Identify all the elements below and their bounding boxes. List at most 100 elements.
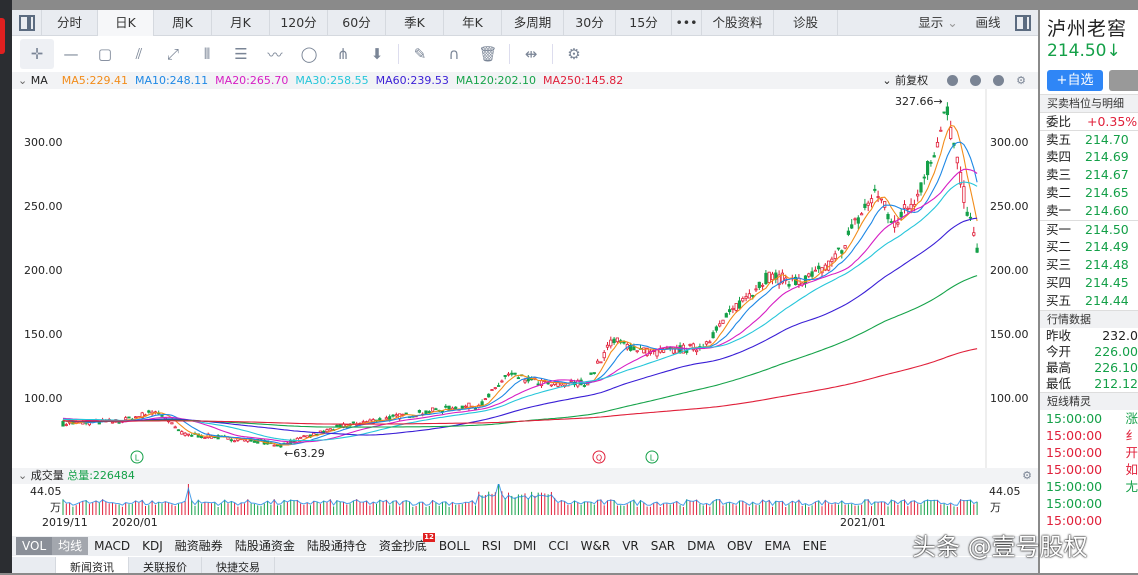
candle-body	[569, 380, 573, 383]
zoom-out-icon[interactable]	[947, 75, 959, 86]
candle-body	[734, 303, 738, 311]
sprite-row[interactable]: 15:00:00 如	[1046, 462, 1138, 477]
date-label: 2021/01	[840, 516, 886, 529]
sprite-row[interactable]: 15:00:00	[1046, 496, 1103, 511]
tab-period[interactable]: 120分	[270, 9, 328, 36]
candle-body	[298, 436, 303, 439]
indicator-tab[interactable]: 陆股通持仓	[306, 539, 367, 553]
candle-body	[645, 347, 649, 356]
settings-icon[interactable]: ⚙	[567, 45, 581, 63]
align-icon[interactable]: ⇹	[524, 45, 538, 63]
arrow-down-icon[interactable]: ⬇	[370, 45, 384, 63]
tab-period[interactable]: 15分	[616, 9, 672, 36]
tab-period[interactable]: 分时	[42, 9, 98, 36]
sprite-row[interactable]: 15:00:00 尢	[1046, 479, 1138, 494]
signal-marker	[645, 450, 659, 464]
indicator-tab[interactable]: BOLL	[438, 539, 470, 553]
candle-body	[737, 300, 742, 309]
line-icon[interactable]: —	[63, 45, 79, 63]
indicator-tab-wrap[interactable]: 资金抄底 12	[373, 533, 435, 555]
tab-period[interactable]: 季K	[386, 9, 444, 36]
indicator-tab[interactable]: DMI	[513, 539, 537, 553]
tab-period[interactable]: 诊股	[774, 9, 838, 36]
indicator-tab[interactable]: OBV	[726, 539, 753, 553]
candle-body	[160, 414, 164, 417]
bottom-tab[interactable]: 快捷交易	[202, 557, 275, 574]
crosshair-icon[interactable]: ✛	[20, 39, 54, 69]
bottom-tab[interactable]: 关联报价	[129, 557, 202, 574]
magnet-icon[interactable]: ∩	[448, 45, 460, 63]
candle-body	[351, 421, 356, 424]
indicator-tab[interactable]: SAR	[650, 539, 676, 553]
candle-body	[134, 416, 138, 419]
indicator-tab[interactable]: ENE	[802, 539, 827, 553]
tab-period[interactable]: 60分	[328, 9, 386, 36]
indicator-tab[interactable]: VOL	[16, 537, 53, 555]
price-axis-label-right: 250.00	[990, 200, 1029, 213]
settings-icon[interactable]: ⚙	[1016, 74, 1026, 87]
parallel-lines-icon[interactable]: ⦀	[203, 45, 211, 63]
indicator-tab[interactable]: 陆股通资金	[234, 539, 295, 553]
zoom-in-icon[interactable]	[970, 75, 982, 86]
candle-body	[962, 186, 966, 203]
candle-body	[965, 211, 969, 216]
tab-period[interactable]: 周K	[154, 9, 212, 36]
candle-body	[843, 245, 847, 249]
eraser-icon[interactable]: ✎	[413, 45, 427, 63]
indicator-tab[interactable]: DMA	[687, 539, 715, 553]
section-title: 买卖档位与明细	[1040, 94, 1138, 112]
tab-period[interactable]: •••	[672, 9, 702, 36]
tab-period[interactable]: 月K	[212, 9, 270, 36]
divider	[552, 44, 553, 64]
bottom-tab[interactable]: 新闻资讯	[56, 557, 129, 574]
price-axis-label-left: 100.00	[24, 392, 63, 405]
sidebar-toggle-button[interactable]	[1008, 10, 1038, 36]
indicator-tab[interactable]: 融资融券	[174, 539, 223, 553]
sprite-row[interactable]: 15:00:00 纟	[1046, 428, 1138, 443]
panel-toggle[interactable]	[12, 557, 56, 573]
secondary-button[interactable]	[1109, 70, 1138, 91]
tab-period[interactable]: 年K	[444, 9, 502, 36]
settings-icon[interactable]: ⚙	[1022, 469, 1032, 482]
display-dropdown[interactable]: 显示 ⌄	[918, 14, 958, 30]
tab-period[interactable]: 日K	[98, 9, 154, 36]
sprite-row[interactable]: 15:00:00	[1046, 513, 1103, 528]
draw-line-button[interactable]: 画线	[975, 14, 1001, 30]
candle-body	[708, 341, 712, 344]
candle-body	[328, 428, 332, 431]
indicator-tab[interactable]: EMA	[764, 539, 791, 553]
sprite-row[interactable]: 15:00:00 涨	[1046, 411, 1138, 426]
indicator-tab[interactable]: 均线	[52, 537, 89, 555]
chart-panel: 分时 日K 周K 月K 120分 60分 季K 年K 多周期 30分 15分 ••• 个股资料 诊股 显示…	[12, 9, 1038, 574]
add-watchlist-button[interactable]: +自选	[1047, 70, 1103, 91]
tab-period[interactable]: 多周期	[502, 9, 564, 36]
indicator-tab[interactable]: W&R	[580, 539, 611, 553]
indicator-tab[interactable]: MACD	[94, 539, 131, 553]
chart-bg	[12, 89, 1038, 468]
candle-body	[615, 337, 620, 343]
candle-body	[602, 352, 606, 359]
fan-icon[interactable]: ⫽	[135, 45, 143, 63]
volume-ma-line	[62, 481, 978, 507]
candle-body	[902, 204, 907, 209]
adjust-dropdown[interactable]: ⌄ 前复权	[882, 74, 929, 87]
rectangle-icon[interactable]: ▢	[97, 45, 113, 63]
layout-toggle-button[interactable]	[12, 9, 42, 36]
minus-icon[interactable]	[993, 75, 1005, 86]
indicator-tab[interactable]: RSI	[481, 539, 502, 553]
wave-icon[interactable]: 〰	[267, 45, 283, 64]
fibonacci-icon[interactable]: ☰	[234, 45, 248, 63]
tab-period[interactable]: 30分	[564, 9, 616, 36]
sprite-row[interactable]: 15:00:00 开	[1046, 445, 1138, 460]
indicator-tab[interactable]: 资金抄底	[378, 539, 427, 553]
indicator-tab[interactable]: CCI	[548, 539, 569, 553]
pitchfork-icon[interactable]: ⋔	[336, 45, 350, 63]
indicator-tab[interactable]: VR	[622, 539, 639, 553]
candle-body	[764, 272, 768, 285]
indicator-tab[interactable]: KDJ	[142, 539, 163, 553]
kline-chart[interactable]: 300.00 300.00 250.00 250.00 200.00 200.00 150.…	[12, 10, 1038, 536]
trash-icon[interactable]: 🗑	[478, 45, 498, 63]
circle-icon[interactable]: ◯	[300, 45, 318, 63]
tab-period[interactable]: 个股资料	[702, 9, 774, 36]
segment-icon[interactable]: ⤢	[166, 45, 179, 63]
